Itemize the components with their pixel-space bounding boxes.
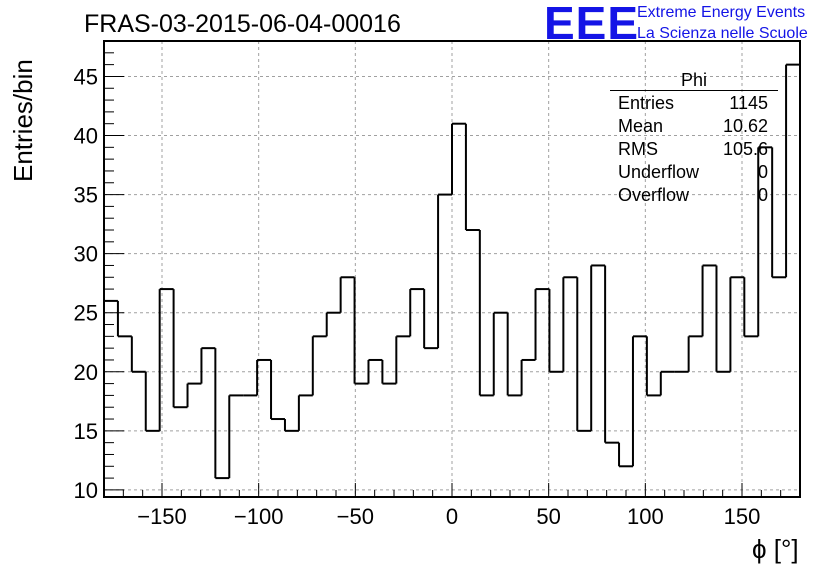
- stats-row-entries: Entries 1145: [610, 92, 778, 115]
- stats-label: RMS: [618, 139, 658, 159]
- y-axis-label: Entries/bin: [8, 59, 38, 182]
- stats-row-mean: Mean 10.62: [610, 115, 778, 138]
- stats-row-overflow: Overflow 0: [610, 184, 778, 207]
- plot-frame: [103, 40, 801, 498]
- x-axis-label: ϕ [°]: [752, 534, 799, 564]
- y-tick-label: 35: [74, 183, 98, 208]
- y-tick-label: 20: [74, 360, 98, 385]
- x-tick-label: 100: [627, 504, 664, 529]
- x-tick-label: −150: [137, 504, 187, 529]
- x-tick-label: −50: [337, 504, 374, 529]
- stats-row-rms: RMS 105.6: [610, 138, 778, 161]
- run-title: FRAS-03-2015-06-04-00016: [84, 10, 401, 38]
- stats-row-underflow: Underflow 0: [610, 161, 778, 184]
- y-tick-label: 40: [74, 124, 98, 149]
- stats-label: Underflow: [618, 162, 700, 182]
- y-tick-label: 25: [74, 301, 98, 326]
- stats-label: Mean: [618, 116, 664, 136]
- x-tick-label: −100: [234, 504, 284, 529]
- stats-value: 1145: [729, 93, 768, 113]
- brand-line-2: La Scienza nelle Scuole: [637, 25, 808, 42]
- stats-value: 105.6: [722, 139, 768, 159]
- stats-box-title: Phi: [680, 70, 707, 90]
- y-tick-label: 15: [74, 419, 98, 444]
- stats-box: Phi Entries 1145 Mean 10.62 RMS 105.6 Un…: [610, 70, 778, 207]
- stats-value: 10.62: [722, 116, 768, 136]
- y-tick-label: 45: [74, 64, 98, 89]
- stats-value: 0: [757, 185, 768, 205]
- stats-value: 0: [757, 162, 768, 182]
- stats-box-divider: [610, 90, 778, 91]
- eee-logo: EEE: [544, 0, 640, 49]
- x-tick-label: 150: [724, 504, 761, 529]
- y-tick-label: 10: [74, 478, 98, 503]
- stats-label: Overflow: [618, 185, 690, 205]
- brand-line-1: Extreme Energy Events: [637, 4, 806, 21]
- x-tick-label: 50: [536, 504, 560, 529]
- x-tick-label: 0: [446, 504, 458, 529]
- stats-label: Entries: [618, 93, 675, 113]
- y-tick-label: 30: [74, 242, 98, 267]
